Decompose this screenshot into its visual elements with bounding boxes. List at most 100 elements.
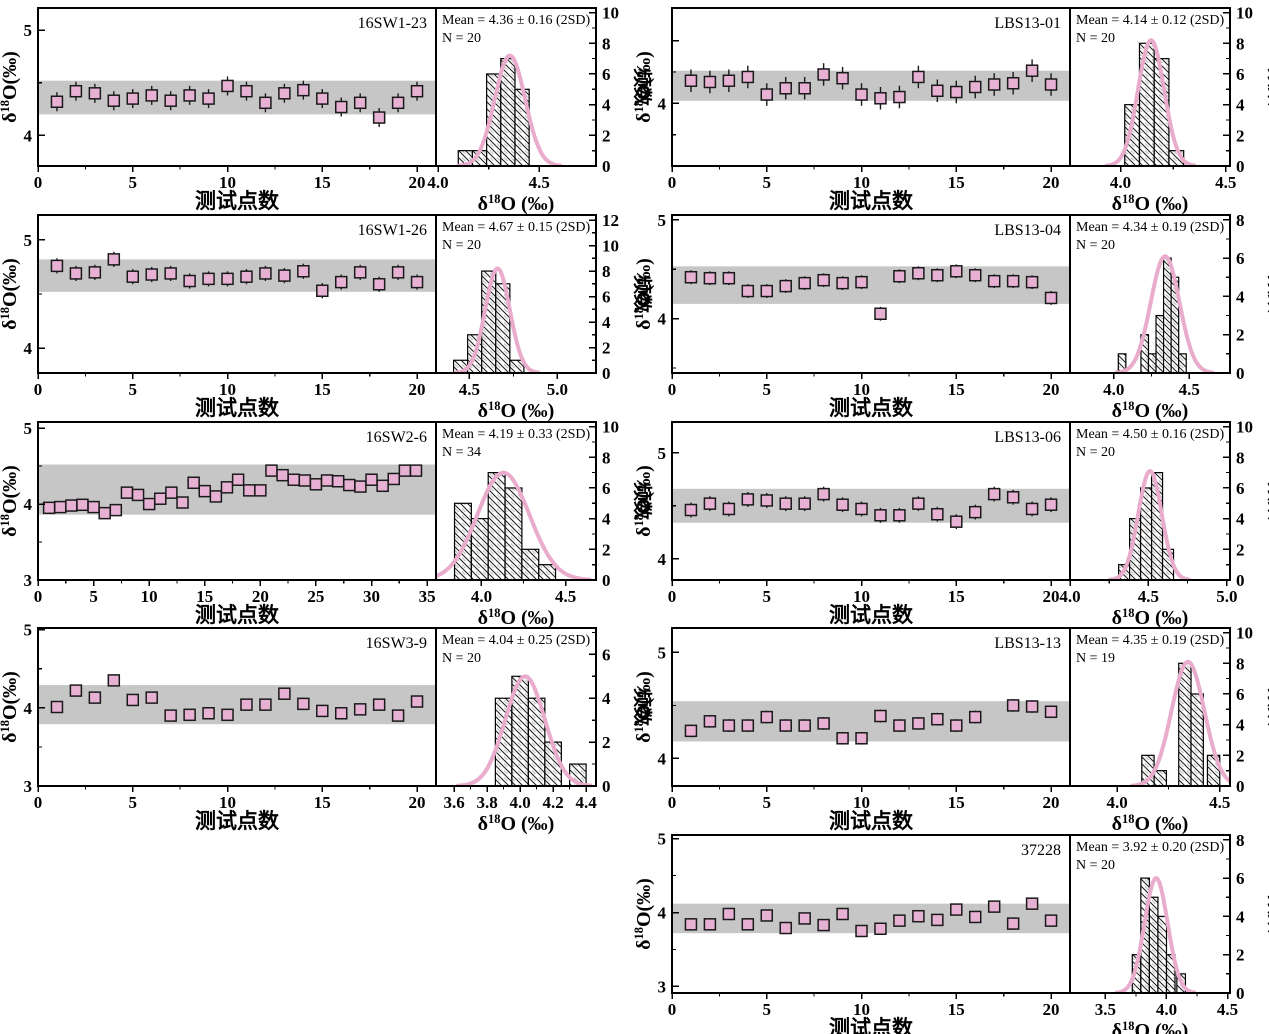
mean-label: Mean = 4.04 ± 0.25 (2SD) — [442, 633, 591, 648]
hist-axes-box — [1069, 834, 1231, 994]
data-point — [107, 253, 121, 266]
histogram: 4.0 4.5 0 2 4 6 8 10 δ18O (‰) 频数 Mean = 4.19 ± 0.3… — [435, 418, 654, 629]
data-point — [69, 684, 83, 697]
data-point — [722, 502, 736, 516]
data-point — [297, 265, 310, 278]
tick-label: 4 — [602, 510, 611, 529]
tick-label: 20 — [409, 793, 426, 812]
tick-label: 4 — [658, 749, 667, 768]
data-point — [278, 687, 291, 700]
gauss-curve — [453, 266, 541, 373]
data-point — [164, 709, 177, 722]
tick-label: 2 — [1236, 746, 1245, 765]
data-point — [126, 92, 140, 105]
data-point — [145, 691, 158, 704]
tick-label: 0 — [1236, 157, 1245, 176]
gauss-curve — [455, 674, 593, 786]
band-2sd — [38, 464, 436, 515]
data-point — [391, 266, 405, 279]
tick-label: 4 — [658, 550, 667, 569]
data-point — [968, 910, 982, 924]
tick-label: 4 — [658, 310, 667, 329]
data-point — [398, 464, 412, 477]
data-point — [1006, 699, 1020, 712]
data-point — [874, 922, 887, 936]
data-point — [855, 275, 868, 289]
data-point — [855, 732, 868, 745]
tick-label: 20 — [252, 587, 269, 606]
tick-label: 8 — [602, 34, 611, 53]
tick-label: 4 — [602, 313, 611, 332]
data-point — [334, 707, 348, 720]
tick-label: 5 — [129, 793, 138, 812]
data-point — [722, 271, 736, 285]
data-point — [893, 509, 906, 522]
tick-label: 5 — [89, 587, 98, 606]
data-point — [309, 478, 323, 491]
panel-svg-LBS13-13: 0 5 10 15 20 4 5 测试点数 δ18O(‰) LBS13-13 4.0 4.5 0 2 4 6 8… — [632, 624, 1269, 835]
data-point — [1044, 498, 1058, 511]
gauss-curve — [1130, 659, 1230, 786]
data-point — [1006, 917, 1020, 930]
data-point — [703, 715, 717, 728]
tick-label: 4.5 — [555, 587, 576, 606]
tick-label: 0 — [668, 1000, 677, 1019]
gauss-curve — [1114, 875, 1197, 993]
data-point — [298, 474, 312, 487]
histogram: 4.0 4.50 2 4 6 8 10 δ18O (‰) 频数 Mean = 4.14 ± 0.1… — [1069, 4, 1269, 215]
data-point — [741, 493, 755, 506]
tick-label: 4 — [24, 126, 33, 145]
band-2sd — [38, 685, 436, 725]
tick-label: 30 — [363, 587, 380, 606]
data-point — [968, 505, 982, 519]
mean-label: Mean = 4.50 ± 0.16 (2SD) — [1076, 427, 1225, 442]
tick-label: 4.0 — [471, 587, 492, 606]
data-point — [968, 710, 982, 724]
tick-label: 5.0 — [547, 380, 568, 399]
data-point — [684, 74, 698, 87]
tick-label: 0 — [668, 793, 677, 812]
tick-label: 4.5 — [459, 380, 480, 399]
tick-label: 6 — [1236, 479, 1245, 498]
tick-label: 4 — [1236, 287, 1245, 306]
tick-label: 20 — [1043, 380, 1060, 399]
tick-label: 15 — [948, 587, 965, 606]
tick-label: 10 — [602, 418, 619, 437]
data-point — [372, 698, 386, 711]
data-point — [365, 473, 378, 486]
tick-label: 15 — [948, 1000, 965, 1019]
hist-bar — [1157, 915, 1168, 994]
tick-label: 8 — [602, 262, 611, 281]
data-point — [798, 82, 811, 95]
freq-axis-label: 频数 — [631, 275, 654, 314]
data-point — [50, 259, 64, 273]
data-point — [391, 96, 405, 110]
tick-label: 12 — [602, 211, 619, 230]
sample-label: LBS13-13 — [994, 635, 1061, 652]
hist-bar — [1178, 353, 1187, 374]
tick-label: 20 — [409, 173, 426, 192]
x-axis-label: 测试点数 — [195, 603, 280, 627]
data-point — [353, 703, 367, 716]
tick-label: 3 — [24, 571, 33, 590]
hist-x-axis-label: δ18O (‰) — [1112, 812, 1189, 835]
data-point — [242, 484, 256, 497]
data-point — [912, 497, 925, 510]
data-point — [893, 90, 906, 104]
data-point — [88, 87, 102, 100]
tick-label: 35 — [419, 587, 436, 606]
tick-label: 4.5 — [1138, 587, 1159, 606]
n-label: N = 34 — [442, 445, 481, 460]
hist-x-axis-label: δ18O (‰) — [1112, 1019, 1189, 1034]
data-point — [931, 712, 944, 726]
hist-bar — [1162, 257, 1172, 374]
sample-label: 37228 — [1021, 842, 1061, 859]
data-point — [126, 693, 140, 707]
tick-label: 3.5 — [1095, 1000, 1116, 1019]
data-point — [836, 907, 849, 921]
tick-label: 2 — [602, 540, 611, 559]
band-2sd — [672, 903, 1070, 934]
data-point — [410, 695, 424, 708]
tick-label: 5 — [24, 21, 33, 40]
